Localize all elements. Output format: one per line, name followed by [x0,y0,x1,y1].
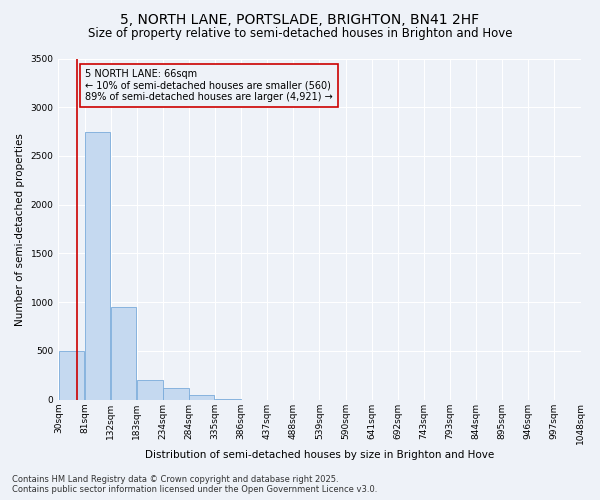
X-axis label: Distribution of semi-detached houses by size in Brighton and Hove: Distribution of semi-detached houses by … [145,450,494,460]
Text: 5, NORTH LANE, PORTSLADE, BRIGHTON, BN41 2HF: 5, NORTH LANE, PORTSLADE, BRIGHTON, BN41… [121,12,479,26]
Text: 5 NORTH LANE: 66sqm
← 10% of semi-detached houses are smaller (560)
89% of semi-: 5 NORTH LANE: 66sqm ← 10% of semi-detach… [85,68,333,102]
Bar [137,380,163,400]
Bar [163,388,189,400]
Bar [59,351,84,400]
Text: Contains HM Land Registry data © Crown copyright and database right 2025.
Contai: Contains HM Land Registry data © Crown c… [12,474,377,494]
Bar [189,396,214,400]
Bar [111,307,136,400]
Text: Size of property relative to semi-detached houses in Brighton and Hove: Size of property relative to semi-detach… [88,28,512,40]
Bar [85,132,110,400]
Y-axis label: Number of semi-detached properties: Number of semi-detached properties [15,132,25,326]
